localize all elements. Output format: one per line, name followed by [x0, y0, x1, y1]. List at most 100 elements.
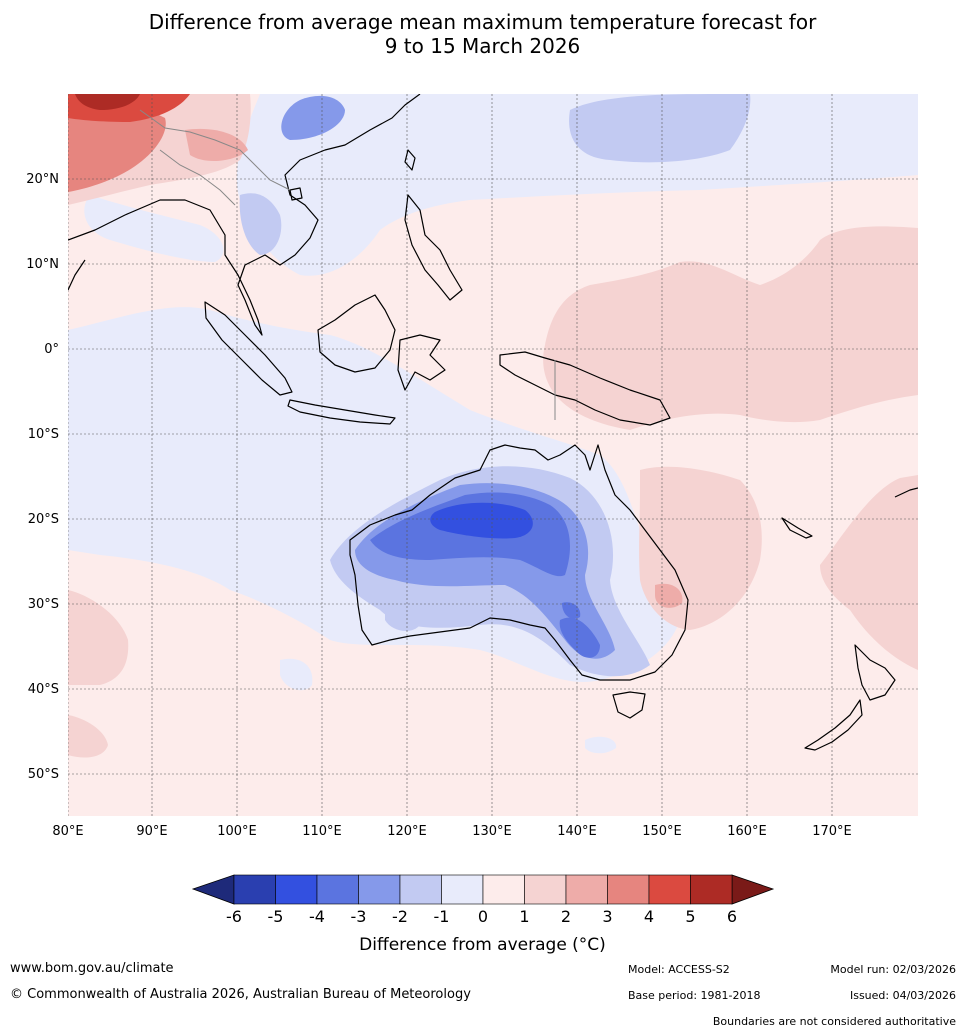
coastline-tasmania: [612, 691, 646, 719]
colorbar-under-arrow: [191, 874, 235, 905]
lat-label: 50°S: [28, 767, 59, 782]
lon-label: 120°E: [387, 824, 427, 839]
lat-label: 40°S: [28, 682, 59, 697]
colorbar-bin: [690, 874, 733, 905]
anomaly-region-warm-tibet: [68, 99, 166, 192]
lon-label: 170°E: [812, 824, 852, 839]
website-link[interactable]: www.bom.gov.au/climate: [10, 961, 174, 976]
anomaly-region-positive-south-pacific: [820, 475, 918, 670]
lon-label: 80°E: [52, 824, 83, 839]
graticule: [68, 94, 918, 816]
lat-label: 10°N: [26, 257, 59, 272]
lat-label: 30°S: [28, 597, 59, 612]
anomaly-region-cool-south-china-sea: [281, 95, 345, 140]
colorbar-tick-label: -4: [309, 907, 325, 926]
colorbar-tick-label: 6: [727, 907, 737, 926]
lon-label: 160°E: [727, 824, 767, 839]
coastline-sulawesi: [397, 334, 446, 391]
map-title: Difference from average mean maximum tem…: [0, 10, 965, 58]
longitude-labels: 80°E 90°E 100°E 110°E 120°E 130°E 140°E …: [52, 824, 851, 839]
lon-label: 90°E: [136, 824, 167, 839]
anomaly-region-very-hot-tibet: [75, 94, 140, 110]
colorbar-tick-label: -2: [392, 907, 408, 926]
colorbar-bin: [524, 874, 567, 905]
colorbar-bin: [565, 874, 608, 905]
lon-label: 130°E: [472, 824, 512, 839]
colorbar-tick-label: -6: [226, 907, 242, 926]
coastline-philippines: [404, 194, 463, 301]
latitude-labels: 20°N 10°N 0° 10°S 20°S 30°S 40°S 50°S: [26, 172, 59, 782]
colorbar-tick-label: -5: [268, 907, 284, 926]
coastline-java: [287, 399, 396, 425]
colorbar-tick-label: -3: [351, 907, 367, 926]
lon-label: 150°E: [642, 824, 682, 839]
colorbar-bin: [648, 874, 691, 905]
coastline-sumatra: [204, 301, 293, 396]
map-plot-area: [68, 94, 918, 816]
boundaries-disclaimer: Boundaries are not considered authoritat…: [712, 1015, 956, 1028]
colorbar-bin: [275, 874, 318, 905]
coastline-new-guinea: [499, 351, 671, 426]
colorbar: -6 -5 -4 -3 -2 -1 0 1 2 3 4 5 6: [191, 874, 775, 926]
title-line-2: 9 to 15 March 2026: [384, 34, 581, 58]
coastline-hainan: [289, 187, 303, 201]
colorbar-bin: [482, 874, 525, 905]
lat-label: 10°S: [28, 427, 59, 442]
colorbar-bin: [233, 874, 276, 905]
coastline-australia: [349, 444, 689, 681]
coastline-new-caledonia: [781, 517, 813, 539]
lon-label: 100°E: [217, 824, 257, 839]
colorbar-tick-label: 3: [602, 907, 612, 926]
coastline-new-zealand-south: [804, 699, 863, 751]
anomaly-region-cool-victoria: [559, 617, 600, 658]
anomaly-region-warm-china: [185, 128, 248, 162]
lon-label: 110°E: [302, 824, 342, 839]
coastline-taiwan: [404, 149, 416, 171]
title-line-1: Difference from average mean maximum tem…: [148, 10, 817, 34]
colorbar-tick-label: 5: [685, 907, 695, 926]
coastline-new-zealand-north: [854, 644, 896, 701]
colorbar-bin: [441, 874, 484, 905]
colorbar-tick-label: -1: [434, 907, 450, 926]
lat-label: 20°S: [28, 512, 59, 527]
lon-label: 140°E: [557, 824, 597, 839]
base-period-text: Base period: 1981-2018: [628, 989, 761, 1002]
colorbar-tick-label: 0: [478, 907, 488, 926]
anomaly-region-cool-wa-south: [385, 606, 420, 632]
anomaly-region-negative-tasman: [585, 736, 617, 754]
anomaly-region-cool-sa: [562, 602, 581, 619]
colorbar-bin: [358, 874, 401, 905]
coastlines: [68, 94, 918, 751]
lat-label: 20°N: [26, 172, 59, 187]
anomaly-region-positive-pacific: [543, 226, 918, 430]
colorbar-bin: [316, 874, 359, 905]
anomaly-region-positive-southwest-indian: [68, 590, 129, 685]
anomaly-region-cool-west-pacific: [569, 94, 751, 163]
anomaly-region-cool-indochina: [239, 193, 282, 255]
anomaly-region-cool-australia-very-strong: [430, 502, 533, 539]
colorbar-tick-labels: -6 -5 -4 -3 -2 -1 0 1 2 3 4 5 6: [226, 907, 737, 926]
anomaly-region-warm-east-australia: [655, 583, 683, 608]
colorbar-title: Difference from average (°C): [359, 935, 606, 955]
coastline-fiji: [894, 487, 918, 498]
colorbar-tick-label: 2: [561, 907, 571, 926]
colorbar-tick-label: 4: [644, 907, 654, 926]
model-run-text: Model run: 02/03/2026: [830, 963, 956, 976]
coastline-asia-mainland: [68, 94, 421, 336]
coastline-borneo: [317, 294, 396, 373]
colorbar-bin: [607, 874, 650, 905]
model-text: Model: ACCESS-S2: [628, 963, 730, 976]
lat-label: 0°: [44, 342, 59, 357]
colorbar-bins: [233, 874, 733, 905]
anomaly-region-positive-south-indian: [68, 715, 108, 758]
issued-date-text: Issued: 04/03/2026: [849, 989, 956, 1002]
copyright-text: © Commonwealth of Australia 2026, Austra…: [10, 987, 471, 1002]
coastline-india-east: [68, 259, 86, 291]
colorbar-bin: [399, 874, 442, 905]
anomaly-region-negative-indian-ocean-south: [280, 658, 313, 691]
colorbar-tick-label: 1: [519, 907, 529, 926]
country-borders: [139, 109, 556, 420]
colorbar-over-arrow: [731, 874, 775, 905]
anomaly-region-negative-bay-of-bengal: [84, 195, 224, 262]
